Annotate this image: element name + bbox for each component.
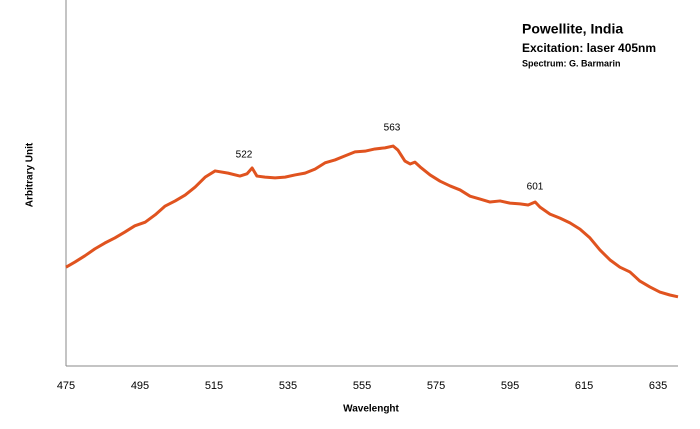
x-axis-label: Wavelenght: [343, 404, 399, 415]
x-tick-label: 635: [649, 380, 667, 392]
x-tick-label: 615: [575, 380, 593, 392]
x-tick-label: 535: [279, 380, 297, 392]
y-axis-label: Arbitrary Unit: [25, 142, 36, 207]
x-tick-label: 475: [57, 380, 75, 392]
x-tick-label: 595: [501, 380, 519, 392]
credit: Spectrum: G. Barmarin: [522, 58, 621, 68]
chart-title: Powellite, India: [522, 21, 623, 37]
x-tick-label: 555: [353, 380, 371, 392]
x-tick-label: 495: [131, 380, 149, 392]
data-line: [65, 144, 679, 299]
x-tick-label: 575: [427, 380, 445, 392]
x-tick-label: 515: [205, 380, 223, 392]
chart-subtitle: Excitation: laser 405nm: [522, 41, 656, 55]
peak-annotation: 563: [384, 123, 401, 134]
peak-annotation: 522: [236, 150, 253, 161]
peak-annotation: 601: [527, 182, 544, 193]
